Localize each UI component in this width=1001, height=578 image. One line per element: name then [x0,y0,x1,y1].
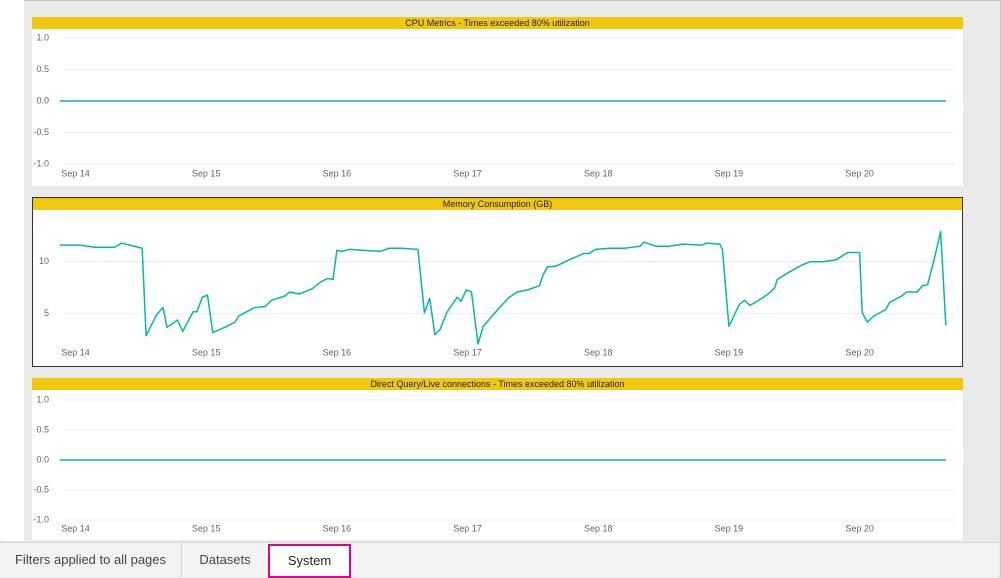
y-tick-label: -0.5 [33,484,49,494]
left-strip [0,0,24,541]
title-bar [32,198,963,210]
title-bar [32,17,963,29]
x-tick-label: Sep 17 [453,523,482,533]
y-tick-label: -0.5 [33,127,49,137]
x-tick-label: Sep 14 [61,168,90,178]
x-tick-label: Sep 18 [584,168,613,178]
tab[interactable]: Datasets [199,552,251,567]
x-tick-label: Sep 15 [192,168,221,178]
tab-selected[interactable]: System [268,544,351,578]
x-tick-label: Sep 14 [61,523,90,533]
x-tick-label: Sep 20 [845,347,874,357]
title-bar [32,378,963,390]
x-tick-label: Sep 20 [845,523,874,533]
y-tick-label: 0.5 [36,424,49,434]
y-tick-label: -1.0 [33,514,49,524]
x-tick-label: Sep 17 [453,168,482,178]
x-tick-label: Sep 15 [192,347,221,357]
chart: Memory Consumption (GB) 5 10 Sep 14 Sep 15 Se… [32,197,963,367]
chart-panel: CPU Metrics - Times exceeded 80% utiliza… [32,17,963,186]
x-tick-label: Sep 20 [845,168,874,178]
chart-panel: Memory Consumption (GB) 5 10 Sep 14 Sep 15 Se… [32,197,963,367]
y-tick-label: 10 [39,256,49,266]
x-tick-label: Sep 16 [323,347,352,357]
y-tick-label: 1.0 [36,32,49,42]
x-tick-label: Sep 18 [584,347,613,357]
chart-title: CPU Metrics - Times exceeded 80% utiliza… [405,18,590,28]
x-tick-label: Sep 19 [715,523,744,533]
x-tick-label: Sep 15 [192,523,221,533]
chart: CPU Metrics - Times exceeded 80% utiliza… [32,17,963,178]
y-tick-label: 0.5 [36,64,49,74]
y-tick-label: 0.0 [36,95,49,105]
x-tick-label: Sep 16 [323,523,352,533]
x-tick-label: Sep 14 [61,347,90,357]
y-tick-label: 5 [44,308,49,318]
x-tick-label: Sep 16 [323,168,352,178]
y-tick-label: -1.0 [33,158,49,168]
tab[interactable]: Filters applied to all pages [14,552,167,567]
page-tabs: Filters applied to all pages Datasets Sy… [0,542,999,578]
x-tick-label: Sep 18 [584,523,613,533]
y-tick-label: 0.0 [36,454,49,464]
chart-panel: Direct Query/Live connections - Times ex… [32,378,963,540]
x-tick-label: Sep 19 [715,168,744,178]
data-line [59,230,947,345]
chart-title: Direct Query/Live connections - Times ex… [370,379,624,389]
x-tick-label: Sep 19 [715,347,744,357]
chart-title: Memory Consumption (GB) [443,199,553,209]
tab-separator [181,543,182,577]
y-tick-label: 1.0 [36,394,49,404]
chart: Direct Query/Live connections - Times ex… [32,378,963,533]
x-tick-label: Sep 17 [453,347,482,357]
panel-border [32,197,963,367]
